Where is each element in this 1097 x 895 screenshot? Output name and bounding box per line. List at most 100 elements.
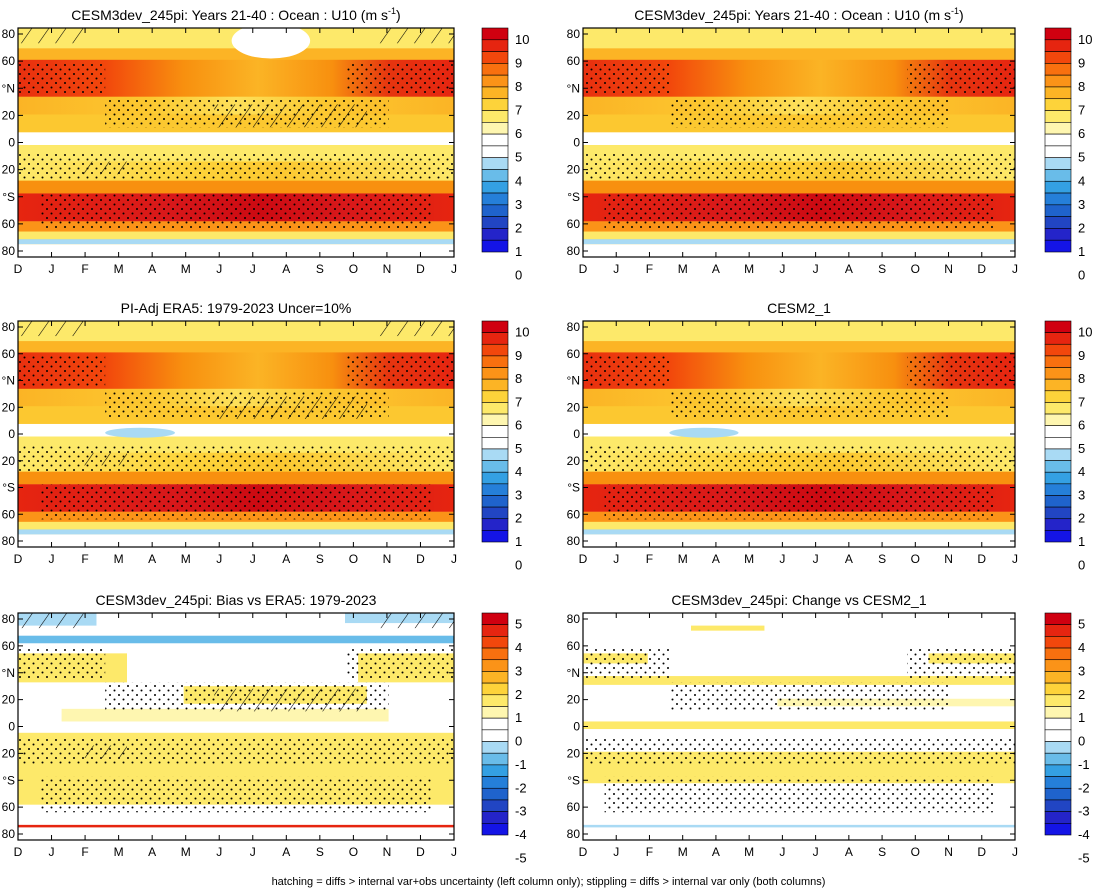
colorbar-swatch [1044,74,1072,88]
y-tick-label: 20 [567,746,581,760]
colorbar-label: -2 [515,780,527,795]
colorbar-swatch [1044,495,1072,508]
colorbar-label: 8 [515,371,522,386]
hatch-arctic-west [18,321,84,337]
colorbar-swatch [481,624,509,637]
y-tick-label: 60 [2,800,16,814]
colorbar-swatch [1044,39,1072,52]
x-tick-label: M [744,262,754,276]
panel-6: CESM3dev_245pi: Change vs CESM2_1 80 60 °N 2… [567,592,1090,865]
colorbar-swatch [1044,27,1072,41]
colorbar-swatch [1044,157,1072,170]
colorbar-label: 6 [1078,418,1085,433]
colorbar-label: 5 [1078,150,1085,165]
y-tick-label: 20 [567,400,581,414]
y-tick-label: 60 [567,800,581,814]
x-tick-label: J [613,262,619,276]
x-tick-label: A [282,552,290,566]
y-tick-label: 20 [2,400,16,414]
colorbar-label: 1 [515,534,522,549]
y-tick-label: 80 [2,244,16,258]
stipple-nh-tropics [669,97,951,128]
hatch-nh-tropics [214,688,367,712]
y-tick-label: °N [2,81,15,95]
colorbar-swatch [481,228,509,241]
x-tick-label: J [451,845,457,859]
x-tick-label: A [845,262,853,276]
y-tick-label: 60 [2,217,16,231]
y-tick-label: °S [567,190,580,204]
colorbar-swatch [1044,169,1072,182]
colorbar-swatch [481,390,509,403]
nh-subpolar-band [583,48,1015,63]
stipple-nh-tropics [669,682,951,712]
colorbar-swatch [481,122,509,135]
colorbar-swatch [1044,823,1072,836]
stipple-nh-east [907,356,1015,387]
arctic-band [18,321,454,344]
x-tick-label: D [579,845,588,859]
colorbar-label: 10 [515,325,529,340]
title-close: ) [959,7,964,23]
nh-midlat-positive [583,676,1015,685]
colorbar-swatch [1044,378,1072,392]
colorbar-swatch [1044,355,1072,368]
sea-ice-edge-band [18,239,454,245]
panel-title: CESM3dev_245pi: Change vs CESM2_1 [671,592,926,608]
colorbar-swatch [481,729,509,742]
x-tick-label: M [114,262,124,276]
x-tick-label: F [81,262,88,276]
stipple-nh-east [907,648,1015,679]
colorbar-label: -3 [515,804,527,819]
colorbar-label: 6 [515,126,522,141]
colorbar-label: 8 [1078,79,1085,94]
equator-positive [61,708,389,722]
stipple-sh-tropics [583,152,1015,181]
y-tick-label: 80 [2,612,16,626]
x-tick-label: D [416,845,425,859]
y-tick-label: 80 [2,827,16,841]
y-tick-label: 20 [2,746,16,760]
y-tick-label: 0 [8,136,15,150]
colorbar-swatch [481,367,509,380]
coastal-strip [18,824,454,828]
x-tick-label: J [1012,552,1018,566]
colorbar-swatch [481,530,509,543]
colorbar-label: 2 [1078,220,1085,235]
x-tick-label: A [282,845,290,859]
antarctic-margin-band [583,231,1015,240]
x-tick-label: J [779,845,785,859]
panel-field [583,321,1015,547]
y-tick-label: 80 [2,27,16,41]
colorbar-label: -5 [1078,850,1090,865]
y-tick-label: °N [2,666,15,680]
equatorial-calm-band [583,423,1015,437]
sea-ice-edge-band [18,529,454,535]
colorbar-label: -4 [515,827,527,842]
x-tick-label: N [944,552,953,566]
x-tick-label: D [14,262,23,276]
equatorial-low-patch [669,427,739,438]
x-tick-label: J [613,845,619,859]
colorbar-swatch [481,764,509,777]
stipple-sh-storm-track [39,193,433,230]
colorbar-swatch [1044,402,1072,415]
stipple-nh-west [18,356,106,387]
x-tick-label: F [646,552,653,566]
y-tick-label: °S [567,773,580,787]
colorbar-swatch [481,169,509,182]
panel-field [18,321,454,547]
arctic-calm-patch [231,28,311,59]
colorbar-swatch [1044,192,1072,206]
colorbar-label: 7 [515,394,522,409]
panel-title: CESM3dev_245pi: Bias vs ERA5: 1979-2023 [96,592,377,608]
colorbar-label: 8 [515,79,522,94]
x-tick-label: O [911,552,920,566]
colorbar-swatch [481,320,509,333]
colorbar-label: 3 [515,663,522,678]
y-tick-label: °N [567,374,580,388]
colorbar-label: 7 [1078,103,1085,118]
x-tick-label: S [316,552,324,566]
colorbar-label: 2 [1078,687,1085,702]
colorbar-swatch [481,823,509,836]
